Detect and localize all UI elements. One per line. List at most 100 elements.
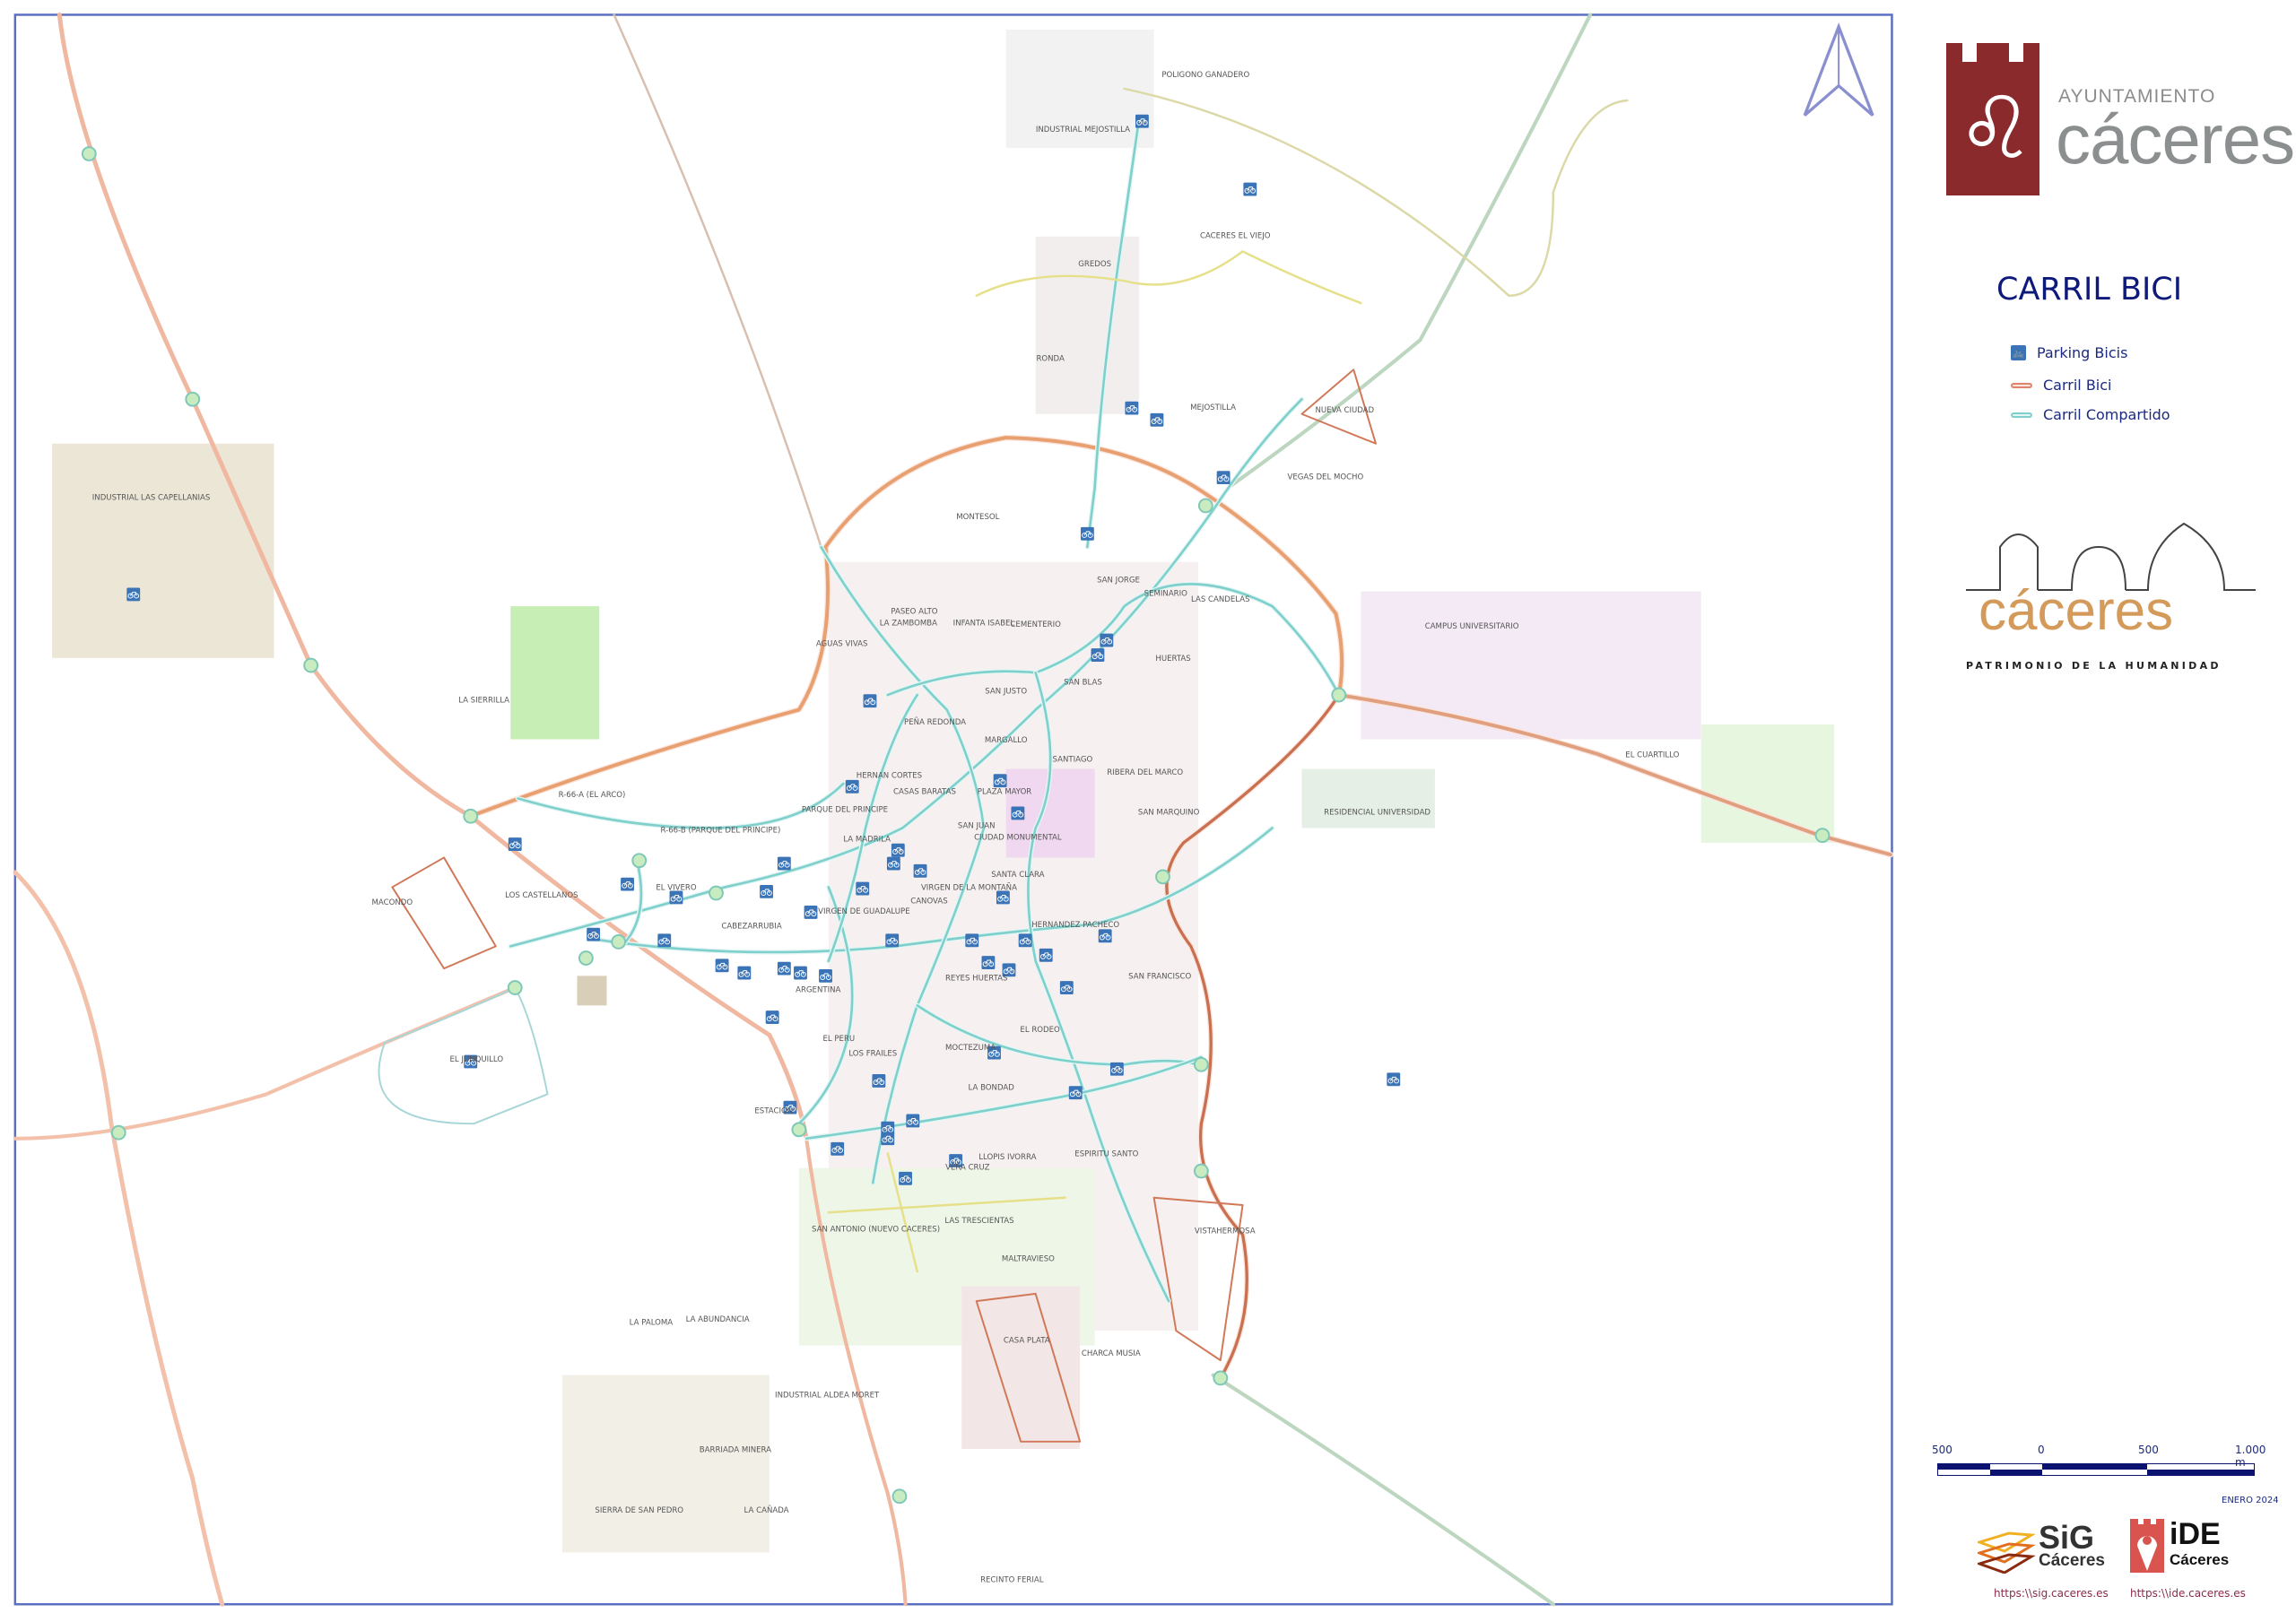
- bicycle-parking-icon[interactable]: [1080, 526, 1094, 541]
- bicycle-parking-icon[interactable]: [856, 881, 870, 896]
- neighborhood-label: EL JUNQUILLO: [450, 1055, 504, 1064]
- neighborhood-label: EL PERU: [822, 1035, 855, 1044]
- map-date: ENERO 2024: [2222, 1496, 2279, 1505]
- bicycle-parking-icon[interactable]: [804, 906, 818, 919]
- bicycle-parking-icon[interactable]: [715, 958, 729, 973]
- neighborhood-label: LAS TRESCIENTAS: [944, 1217, 1013, 1226]
- bicycle-parking-icon[interactable]: [949, 1154, 963, 1167]
- bicycle-parking-icon[interactable]: [1011, 806, 1025, 820]
- bicycle-parking-icon[interactable]: [831, 1141, 845, 1156]
- bicycle-parking-icon[interactable]: [1216, 471, 1231, 485]
- neighborhood-label: INFANTA ISABEL: [953, 620, 1015, 629]
- bicycle-parking-icon[interactable]: [1098, 929, 1112, 943]
- roundabout: [303, 657, 319, 673]
- neighborhood-label: RONDA: [1036, 354, 1065, 363]
- bicycle-parking-icon[interactable]: [1100, 633, 1114, 647]
- bicycle-parking-icon[interactable]: [913, 863, 927, 878]
- bicycle-parking-icon[interactable]: [760, 884, 773, 898]
- bicycle-parking-icon[interactable]: [891, 843, 905, 857]
- carril-bici-highway: [13, 985, 517, 1141]
- patrimonio-logo: cáceres PATRIMONIO DE LA HUMANIDAD: [1964, 520, 2260, 681]
- neighborhood-label: INDUSTRIAL MEJOSTILLA: [1036, 126, 1130, 134]
- road-network: [13, 13, 1894, 1607]
- bicycle-parking-icon[interactable]: [981, 956, 996, 969]
- neighborhood-label: LLOPIS IVORRA: [978, 1153, 1036, 1162]
- roundabout: [1197, 498, 1213, 514]
- neighborhood-label: SAN MARQUINO: [1138, 809, 1200, 818]
- bicycle-parking-icon[interactable]: [1091, 648, 1105, 662]
- ide-logo-text: iDE: [2170, 1517, 2221, 1551]
- bicycle-parking-icon[interactable]: [657, 933, 672, 948]
- sig-url-link[interactable]: https:\\sig.caceres.es: [1994, 1587, 2109, 1600]
- neighborhood-label: CACERES EL VIEJO: [1200, 231, 1271, 240]
- carril-bici-east: [1165, 693, 1341, 1380]
- bicycle-parking-icon[interactable]: [1387, 1072, 1401, 1087]
- carril-compartido-local: [378, 986, 549, 1125]
- bicycle-parking-icon[interactable]: [669, 890, 683, 905]
- legend-item-parking: 🚲 Parking Bicis: [2011, 344, 2127, 361]
- road-yellow: [975, 250, 1362, 305]
- bicycle-parking-icon[interactable]: [1125, 401, 1139, 415]
- carril-compartido: [820, 545, 986, 1184]
- bicycle-parking-icon[interactable]: [1068, 1086, 1083, 1100]
- neighborhood-label: MALTRAVIESO: [1002, 1255, 1055, 1264]
- bicycle-parking-icon[interactable]: [1002, 963, 1016, 977]
- map-title: CARRIL BICI: [1996, 272, 2183, 308]
- bicycle-parking-icon[interactable]: [996, 890, 1010, 905]
- bicycle-parking-icon[interactable]: [993, 774, 1007, 788]
- bicycle-parking-icon[interactable]: [508, 837, 522, 852]
- bicycle-parking-icon[interactable]: [885, 933, 900, 948]
- neighborhood-label: PEÑA REDONDA: [904, 717, 966, 727]
- carril-compartido: [590, 827, 1274, 954]
- bicycle-parking-icon[interactable]: [906, 1114, 920, 1128]
- ide-url-link[interactable]: https:\\ide.caceres.es: [2130, 1587, 2246, 1600]
- neighborhood-label: MOCTEZUMA: [945, 1044, 996, 1053]
- neighborhood-label: LA CAÑADA: [744, 1505, 789, 1515]
- roundabout: [631, 853, 648, 869]
- bicycle-parking-icon[interactable]: [1039, 948, 1053, 962]
- bicycle-parking-icon[interactable]: [872, 1074, 886, 1088]
- bicycle-parking-icon[interactable]: [899, 1171, 912, 1185]
- neighborhood-label: HUERTAS: [1155, 655, 1190, 664]
- bicycle-parking-icon[interactable]: [777, 961, 791, 976]
- carril-compartido-swatch: [2011, 412, 2032, 418]
- legend-item-carril-bici: Carril Bici: [2011, 377, 2112, 394]
- bicycle-parking-icon[interactable]: [464, 1054, 478, 1069]
- bicycle-parking-icon[interactable]: [1059, 981, 1074, 994]
- bicycle-parking-icon[interactable]: [765, 1010, 779, 1024]
- bicycle-parking-icon[interactable]: [783, 1100, 797, 1115]
- neighborhood-label: CAMPUS UNIVERSITARIO: [1425, 622, 1519, 631]
- bicycle-parking-icon[interactable]: [886, 856, 900, 871]
- bicycle-parking-icon[interactable]: [621, 877, 634, 891]
- bicycle-parking-icon[interactable]: [987, 1045, 1001, 1060]
- bicycle-parking-icon[interactable]: [965, 933, 979, 948]
- bicycle-parking-icon[interactable]: [881, 1132, 895, 1146]
- bicycle-parking-icon[interactable]: [1135, 114, 1149, 128]
- scale-tick: 1.000 m: [2235, 1444, 2266, 1469]
- roundabout: [507, 980, 523, 995]
- bicycle-parking-icon[interactable]: [863, 694, 877, 708]
- neighborhood-label: SEMINARIO: [1144, 590, 1187, 599]
- neighborhood-label: PASEO ALTO: [891, 607, 937, 616]
- carril-bici-highway: [13, 870, 225, 1607]
- bicycle-parking-icon[interactable]: [737, 966, 752, 980]
- bicycle-parking-icon[interactable]: [777, 856, 791, 871]
- carril-compartido: [1027, 671, 1170, 1303]
- neighborhood-label: GREDOS: [1078, 260, 1111, 269]
- ide-logo-sub: Cáceres: [2170, 1551, 2230, 1568]
- bicycle-parking-icon[interactable]: [1018, 933, 1032, 948]
- bicycle-parking-icon[interactable]: [845, 779, 859, 794]
- carril-compartido: [804, 1055, 1203, 1141]
- bicycle-parking-icon[interactable]: [587, 927, 601, 941]
- bicycle-parking-icon[interactable]: [1243, 182, 1257, 196]
- bicycle-parking-icon[interactable]: [1109, 1062, 1124, 1076]
- bicycle-parking-icon[interactable]: [126, 587, 141, 602]
- neighborhood-label: MEJOSTILLA: [1190, 403, 1236, 412]
- sig-logo-sub: Cáceres: [2039, 1551, 2105, 1570]
- bicycle-parking-icon[interactable]: [1150, 412, 1164, 427]
- bicycle-parking-icon[interactable]: [819, 968, 832, 983]
- roundabout: [1331, 687, 1347, 703]
- bicycle-parking-icon[interactable]: [794, 966, 807, 980]
- neighborhood-label: LA MADRILA: [843, 835, 891, 844]
